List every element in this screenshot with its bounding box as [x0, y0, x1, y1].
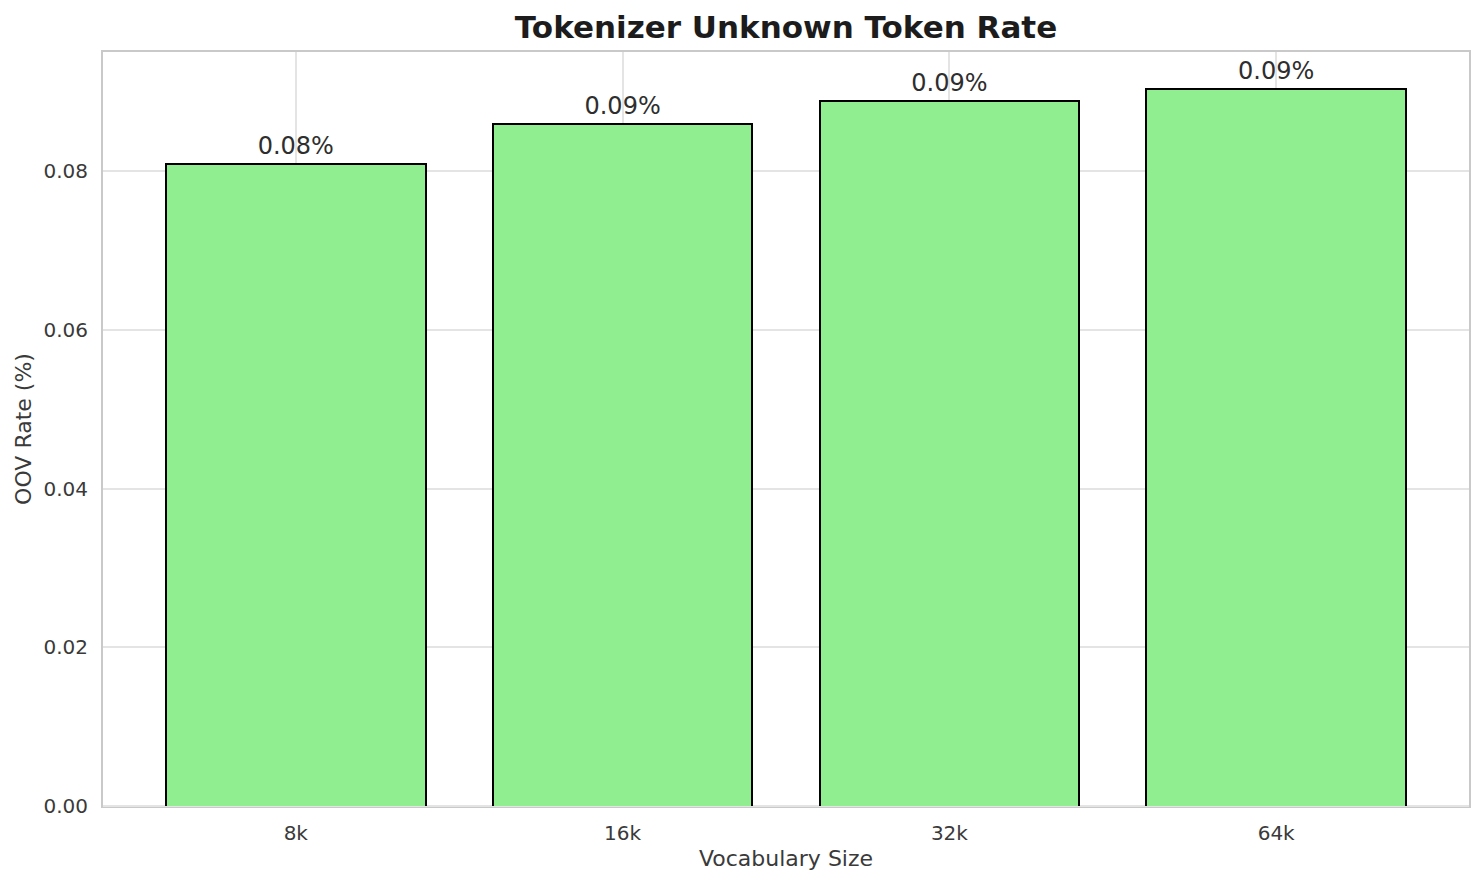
x-tick-label: 16k: [543, 820, 703, 846]
x-tick-label: 64k: [1196, 820, 1356, 846]
y-tick-label: 0.00: [0, 793, 88, 819]
y-axis-label: OOV Rate (%): [11, 353, 36, 505]
x-tick-label: 32k: [869, 820, 1029, 846]
chart-title: Tokenizer Unknown Token Rate: [103, 8, 1469, 46]
y-tick-label: 0.08: [0, 158, 88, 184]
x-axis-label: Vocabulary Size: [103, 845, 1469, 873]
plot-area: 0.08% 0.09% 0.09% 0.09%: [101, 50, 1471, 808]
bar-value-label: 0.09%: [543, 92, 703, 120]
bar-value-label: 0.09%: [1196, 57, 1356, 85]
bar-value-label: 0.08%: [216, 132, 376, 160]
y-tick-label: 0.06: [0, 317, 88, 343]
bar-16k: [492, 123, 753, 806]
y-tick-label: 0.02: [0, 634, 88, 660]
bar-chart-figure: Tokenizer Unknown Token Rate 0.08%0.09%0…: [0, 0, 1484, 885]
x-tick-label: 8k: [216, 820, 376, 846]
bar-32k: [819, 100, 1080, 806]
bar-64k: [1145, 88, 1406, 806]
bar-value-label: 0.09%: [869, 69, 1029, 97]
bar-8k: [165, 163, 426, 806]
